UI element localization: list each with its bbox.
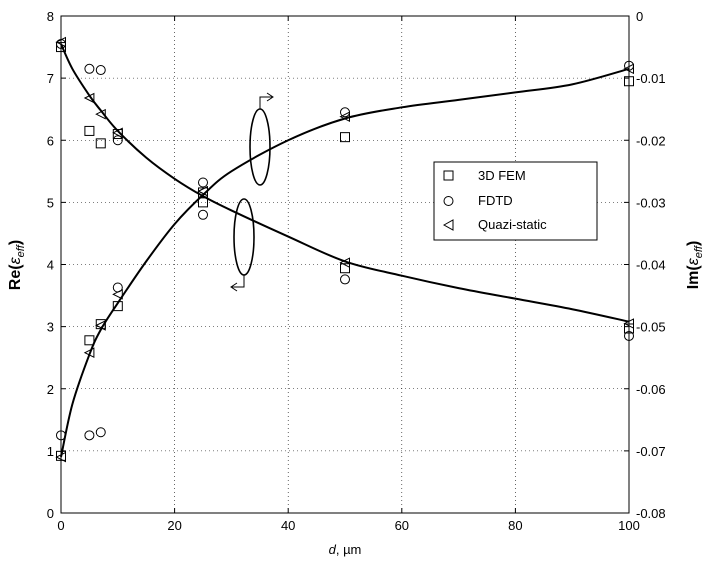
y-right-tick-label: 0 bbox=[636, 9, 643, 24]
point-triangle-left bbox=[623, 63, 634, 75]
point-triangle-right bbox=[95, 320, 106, 331]
fit-curves bbox=[60, 43, 630, 458]
legend-marker-triangle bbox=[442, 219, 454, 231]
fit-curve-right bbox=[60, 67, 630, 458]
legend-label-fdtd: FDTD bbox=[478, 193, 513, 208]
y-left-tick-label: 2 bbox=[47, 382, 54, 397]
point-triangle-right bbox=[339, 257, 350, 268]
point-circle-right bbox=[340, 274, 350, 285]
x-axis-title: d, µm bbox=[329, 542, 362, 557]
point-triangle-right bbox=[112, 289, 123, 300]
legend-label-3d-fem: 3D FEM bbox=[478, 168, 526, 183]
point-circle-right bbox=[95, 427, 106, 438]
arrowhead-left bbox=[230, 282, 238, 292]
point-square-left bbox=[340, 132, 350, 143]
point-square-left bbox=[198, 197, 208, 208]
x-tick-label: 20 bbox=[167, 518, 181, 533]
y-left-tick-label: 0 bbox=[47, 506, 54, 521]
legend: 3D FEM FDTD Quazi-static bbox=[433, 161, 598, 241]
legend-marker-circle bbox=[443, 196, 454, 206]
y-left-tick-label: 6 bbox=[47, 133, 54, 148]
point-triangle-right bbox=[55, 451, 66, 463]
x-tick-label: 60 bbox=[395, 518, 409, 533]
annotation-left-axis bbox=[230, 198, 255, 292]
point-circle-left bbox=[84, 63, 95, 74]
y-left-tick-label: 1 bbox=[47, 444, 54, 459]
axis-ticks: 0 20 40 60 80 100 0 1 2 3 4 5 6 7 8 -0.08 -0.07 -0.06 -0.0… bbox=[47, 9, 666, 533]
point-square-right bbox=[112, 301, 123, 312]
y-right-tick-label: -0.01 bbox=[636, 71, 666, 86]
point-circle-right bbox=[198, 177, 208, 188]
point-square-right bbox=[340, 263, 350, 274]
data-markers bbox=[55, 36, 634, 463]
y-right-tick-label: -0.03 bbox=[636, 195, 666, 210]
point-square-left bbox=[624, 76, 634, 87]
annotation-arrow-right bbox=[259, 96, 272, 109]
annotation-ellipse-right bbox=[249, 108, 271, 186]
legend-entry-quazi-static: Quazi-static bbox=[442, 217, 547, 232]
point-triangle-right bbox=[83, 347, 95, 359]
point-triangle-right bbox=[623, 318, 634, 329]
y-left-tick-label: 7 bbox=[47, 71, 54, 86]
y-left-tick-label: 5 bbox=[47, 195, 54, 210]
x-tick-label: 100 bbox=[618, 518, 640, 533]
y-right-tick-label: -0.07 bbox=[636, 444, 666, 459]
point-triangle-left bbox=[83, 92, 95, 104]
y-left-tick-label: 3 bbox=[47, 320, 54, 335]
point-square-right bbox=[84, 335, 95, 346]
legend-entry-fdtd: FDTD bbox=[443, 193, 513, 208]
annotation-right-axis bbox=[249, 92, 274, 186]
x-tick-label: 40 bbox=[281, 518, 295, 533]
point-square-left bbox=[95, 138, 106, 149]
point-circle-left bbox=[112, 135, 123, 146]
y-right-tick-label: -0.06 bbox=[636, 382, 666, 397]
point-triangle-left bbox=[55, 36, 66, 48]
point-circle-right bbox=[56, 430, 66, 441]
point-circle-right bbox=[624, 330, 634, 341]
fit-curve-left bbox=[60, 43, 630, 323]
legend-entry-3d-fem: 3D FEM bbox=[443, 168, 526, 183]
x-tick-label: 80 bbox=[508, 518, 522, 533]
x-tick-label: 0 bbox=[57, 518, 64, 533]
point-triangle-right bbox=[197, 185, 208, 197]
y-right-tick-label: -0.08 bbox=[636, 506, 666, 521]
point-triangle-left bbox=[95, 108, 106, 120]
point-triangle-left bbox=[112, 127, 123, 139]
point-square-left bbox=[84, 125, 95, 136]
annotation-arrow-left bbox=[232, 275, 245, 288]
y-right-axis-title: Im(εeff) bbox=[685, 241, 705, 290]
y-right-tick-label: -0.05 bbox=[636, 320, 666, 335]
y-left-tick-label: 8 bbox=[47, 9, 54, 24]
annotation-ellipse-left bbox=[233, 198, 255, 276]
y-left-tick-label: 4 bbox=[47, 258, 54, 273]
arrowhead-right bbox=[266, 92, 274, 102]
point-circle-left bbox=[198, 209, 208, 220]
legend-label-quazi-static: Quazi-static bbox=[478, 217, 547, 232]
point-circle-left bbox=[95, 65, 106, 76]
point-triangle-left bbox=[339, 111, 350, 122]
point-circle-right bbox=[84, 430, 95, 441]
legend-marker-square bbox=[443, 170, 454, 181]
y-right-tick-label: -0.02 bbox=[636, 133, 666, 148]
legend-box bbox=[433, 161, 598, 241]
y-right-tick-label: -0.04 bbox=[636, 258, 666, 273]
y-left-axis-title: Re(εeff) bbox=[7, 240, 27, 290]
